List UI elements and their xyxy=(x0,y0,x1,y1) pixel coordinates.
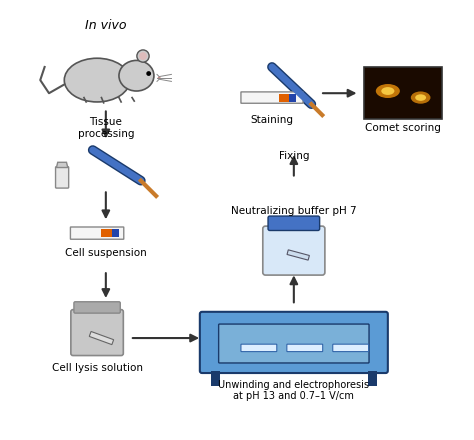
Polygon shape xyxy=(89,331,114,345)
Ellipse shape xyxy=(64,58,130,102)
Text: Unwinding and electrophoresis
at pH 13 and 0.7–1 V/cm: Unwinding and electrophoresis at pH 13 a… xyxy=(219,380,369,401)
Text: Neutralizing buffer pH 7: Neutralizing buffer pH 7 xyxy=(231,205,356,216)
FancyBboxPatch shape xyxy=(333,344,369,352)
Text: In vivo: In vivo xyxy=(85,19,127,32)
Text: Staining: Staining xyxy=(250,115,293,125)
Bar xyxy=(368,371,377,386)
FancyBboxPatch shape xyxy=(287,344,323,352)
FancyBboxPatch shape xyxy=(268,216,319,231)
Ellipse shape xyxy=(415,94,426,101)
Bar xyxy=(112,229,119,238)
FancyBboxPatch shape xyxy=(74,302,120,313)
Ellipse shape xyxy=(381,87,394,95)
Ellipse shape xyxy=(139,52,147,60)
Text: Fixing: Fixing xyxy=(279,151,309,161)
Ellipse shape xyxy=(119,60,154,91)
FancyBboxPatch shape xyxy=(241,344,277,352)
FancyBboxPatch shape xyxy=(55,167,69,188)
Polygon shape xyxy=(287,250,310,260)
FancyBboxPatch shape xyxy=(71,227,124,239)
FancyBboxPatch shape xyxy=(71,310,123,356)
FancyBboxPatch shape xyxy=(364,67,443,119)
Text: Cell lysis solution: Cell lysis solution xyxy=(52,363,143,374)
Polygon shape xyxy=(56,162,68,168)
FancyBboxPatch shape xyxy=(200,312,388,373)
FancyBboxPatch shape xyxy=(241,92,303,103)
Bar xyxy=(279,94,290,102)
Ellipse shape xyxy=(411,92,430,104)
Bar xyxy=(290,94,296,102)
FancyBboxPatch shape xyxy=(219,324,369,363)
Text: Tissue
processing: Tissue processing xyxy=(78,117,134,139)
Bar xyxy=(101,229,112,238)
Ellipse shape xyxy=(376,84,400,98)
FancyBboxPatch shape xyxy=(263,226,325,275)
Text: Comet scoring: Comet scoring xyxy=(365,123,441,133)
Circle shape xyxy=(146,71,151,76)
Text: Cell suspension: Cell suspension xyxy=(65,249,147,258)
Ellipse shape xyxy=(137,50,149,62)
Bar xyxy=(211,371,219,386)
Ellipse shape xyxy=(158,77,161,79)
